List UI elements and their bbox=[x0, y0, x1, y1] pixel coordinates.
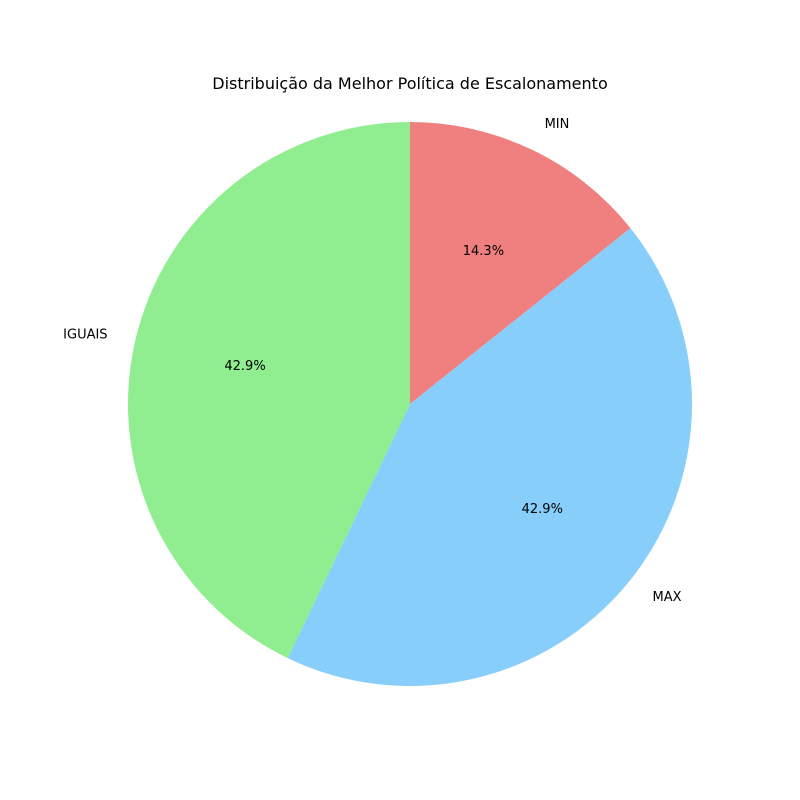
pie-slice-min bbox=[410, 122, 631, 404]
pie-category-label-min: MIN bbox=[545, 117, 570, 132]
pie-slice-iguais bbox=[128, 122, 411, 659]
pie-category-label-iguais: IGUAIS bbox=[63, 327, 107, 342]
pie-pct-label-min: 14.3% bbox=[463, 244, 504, 259]
pie-slice-max bbox=[287, 228, 693, 686]
pie-pct-label-max: 42.9% bbox=[522, 502, 563, 517]
pie-pct-label-iguais: 42.9% bbox=[224, 359, 265, 374]
pie-category-label-max: MAX bbox=[653, 590, 682, 605]
pie-slices bbox=[128, 122, 693, 686]
chart-title: Distribuição da Melhor Política de Escal… bbox=[212, 74, 607, 93]
pie-labels: 14.3% MIN 42.9% MAX 42.9% IGUAIS bbox=[63, 117, 681, 605]
